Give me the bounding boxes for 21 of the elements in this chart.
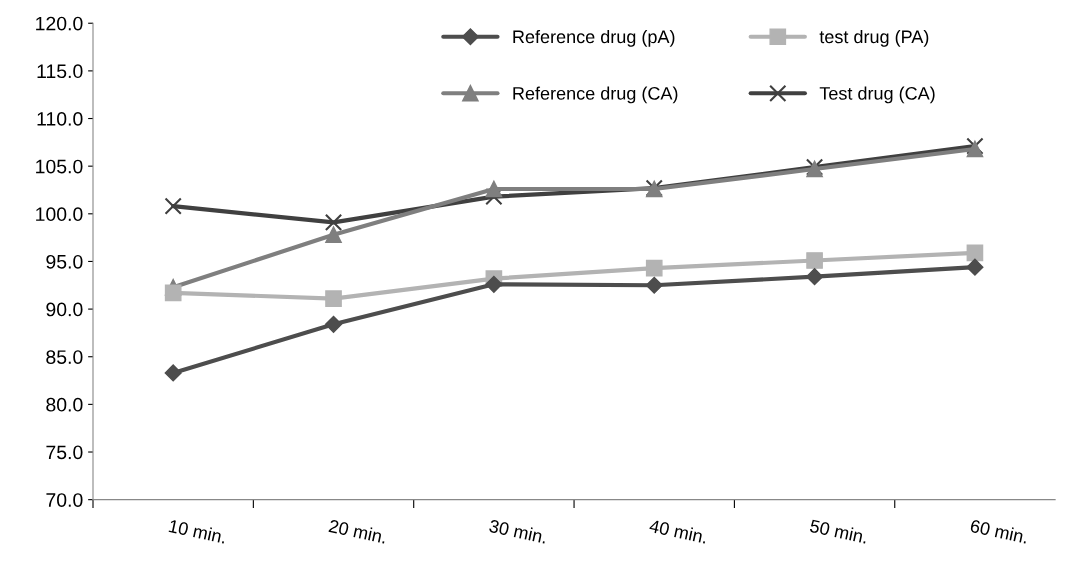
x-tick-label: 30 min.	[488, 518, 548, 544]
y-tick-label: 105.0	[36, 159, 83, 174]
legend-label: Test drug (CA)	[819, 86, 935, 104]
y-tick-label: 80.0	[46, 397, 83, 412]
legend-label: test drug (PA)	[819, 29, 929, 47]
y-tick-label: 115.0	[37, 64, 83, 79]
x-tick-label: 10 min.	[168, 519, 227, 544]
x-tick-label: 40 min.	[648, 518, 708, 544]
y-tick-label: 95.0	[46, 254, 83, 269]
x-tick-label: 20 min.	[328, 518, 387, 544]
y-tick-label: 85.0	[46, 350, 83, 364]
x-tick-label: 60 min.	[969, 518, 1029, 544]
y-tick-label: 100.0	[36, 207, 83, 222]
y-tick-label: 70.0	[46, 493, 83, 507]
y-tick-label: 90.0	[46, 302, 83, 317]
legend-label: Reference drug (CA)	[513, 86, 678, 104]
legend-label: Reference drug (pA)	[513, 29, 675, 47]
y-tick-label: 110.0	[37, 111, 83, 126]
y-tick-label: 120.0	[36, 16, 83, 31]
x-tick-label: 50 min.	[809, 518, 868, 544]
y-tick-label: 75.0	[46, 445, 83, 460]
